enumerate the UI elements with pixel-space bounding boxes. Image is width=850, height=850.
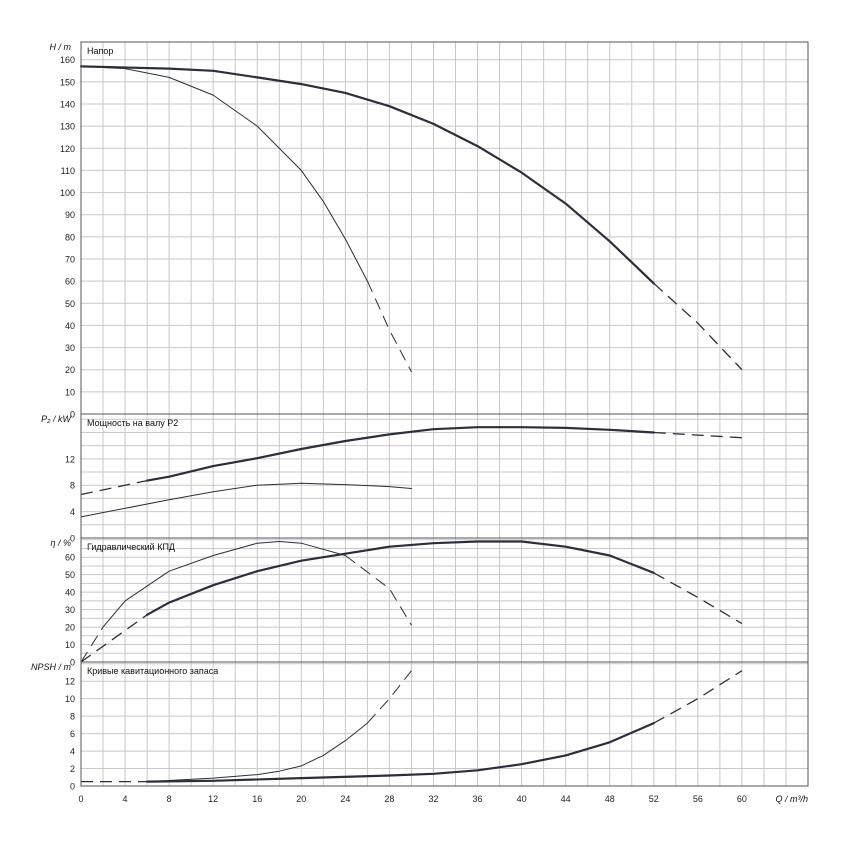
efficiency-y-tick-label: 40	[65, 588, 75, 598]
x-tick-label: 24	[340, 794, 350, 804]
x-tick-label: 52	[649, 794, 659, 804]
head-y-tick-label: 0	[70, 410, 75, 420]
x-tick-label: 12	[208, 794, 218, 804]
efficiency-y-axis-label: η / %	[50, 538, 71, 548]
head-panel-frame	[80, 41, 809, 415]
head-y-tick-label: 100	[60, 188, 75, 198]
head-y-tick-label: 160	[60, 55, 75, 65]
head-y-tick-label: 120	[60, 144, 75, 154]
power-curve-0-solid	[146, 426, 655, 482]
x-tick-label: 0	[78, 794, 83, 804]
head-y-tick-label: 130	[60, 122, 75, 132]
power-y-tick-label: 8	[70, 481, 75, 491]
power-y-tick-label: 0	[70, 534, 75, 544]
grid-layer	[80, 42, 809, 787]
efficiency-curve-0-dashed-end	[653, 572, 743, 625]
head-panel-title: Напор	[87, 46, 113, 56]
npsh-y-tick-label: 8	[70, 712, 75, 722]
npsh-panel-frame	[80, 661, 809, 787]
head-curve-0-solid	[79, 65, 655, 285]
npsh-y-tick-label: 6	[70, 729, 75, 739]
efficiency-curve-1-solid	[102, 541, 346, 628]
npsh-curve-0-solid	[146, 722, 655, 783]
x-tick-label: 44	[561, 794, 571, 804]
x-tick-label: 4	[123, 794, 128, 804]
head-y-tick-label: 150	[60, 77, 75, 87]
head-y-tick-label: 110	[61, 166, 75, 176]
head-y-tick-label: 20	[65, 365, 75, 375]
efficiency-y-tick-label: 50	[65, 570, 75, 580]
efficiency-panel-frame	[80, 537, 809, 663]
power-curve-0-dashed-start	[80, 479, 148, 496]
x-tick-label: 16	[252, 794, 262, 804]
efficiency-curve-1-dashed-end	[345, 555, 412, 626]
npsh-panel-title: Кривые кавитационного запаса	[87, 666, 218, 676]
efficiency-panel-title: Гидравлический КПД	[87, 542, 175, 552]
efficiency-y-tick-label: 10	[65, 640, 75, 650]
power-panel-title: Мощность на валу P2	[87, 418, 178, 428]
power-y-tick-label: 12	[65, 454, 75, 464]
head-y-tick-label: 70	[65, 255, 75, 265]
head-y-tick-label: 30	[65, 343, 75, 353]
x-tick-label: 20	[296, 794, 306, 804]
npsh-y-tick-label: 10	[65, 694, 75, 704]
power-curve-1-solid	[80, 482, 412, 518]
head-curve-1-dashed-end	[366, 280, 412, 373]
efficiency-y-tick-label: 0	[70, 658, 75, 668]
npsh-y-axis-label: NPSH / m	[31, 662, 72, 672]
head-y-tick-label: 90	[65, 210, 75, 220]
efficiency-curve-0-dashed-start	[80, 614, 148, 663]
npsh-y-tick-label: 4	[70, 747, 75, 757]
head-y-tick-label: 50	[65, 299, 75, 309]
npsh-curve-0-dashed-end	[653, 670, 743, 724]
npsh-curve-1-solid	[146, 722, 368, 783]
npsh-curve-1-dashed-end	[367, 670, 412, 724]
x-tick-label: 28	[384, 794, 394, 804]
head-y-tick-label: 10	[65, 387, 75, 397]
head-curve-0-dashed-end	[653, 282, 743, 371]
x-tick-label: 36	[473, 794, 483, 804]
power-curve-0-dashed-end	[653, 431, 742, 439]
x-tick-label: 60	[737, 794, 747, 804]
npsh-y-tick-label: 0	[70, 782, 75, 792]
npsh-y-tick-label: 12	[65, 677, 75, 687]
x-tick-label: 40	[517, 794, 527, 804]
power-y-axis-label: P₂ / kW	[41, 414, 72, 424]
npsh-y-tick-label: 2	[70, 764, 75, 774]
head-y-tick-label: 140	[60, 100, 75, 110]
head-y-tick-label: 80	[65, 232, 75, 242]
efficiency-y-tick-label: 30	[65, 605, 75, 615]
head-curve-1-solid	[80, 65, 368, 282]
x-tick-label: 8	[167, 794, 172, 804]
efficiency-curve-1-dashed-start	[80, 626, 104, 663]
efficiency-y-tick-label: 60	[65, 553, 75, 563]
head-y-tick-label: 40	[65, 321, 75, 331]
efficiency-curve-0-solid	[146, 540, 655, 616]
x-tick-label: 32	[428, 794, 438, 804]
head-y-tick-label: 60	[65, 277, 75, 287]
head-y-axis-label: H / m	[50, 42, 72, 52]
x-axis-label: Q / m³/h	[775, 794, 808, 804]
power-y-tick-label: 4	[70, 507, 75, 517]
efficiency-y-tick-label: 20	[65, 623, 75, 633]
x-tick-label: 56	[693, 794, 703, 804]
x-tick-label: 48	[605, 794, 615, 804]
